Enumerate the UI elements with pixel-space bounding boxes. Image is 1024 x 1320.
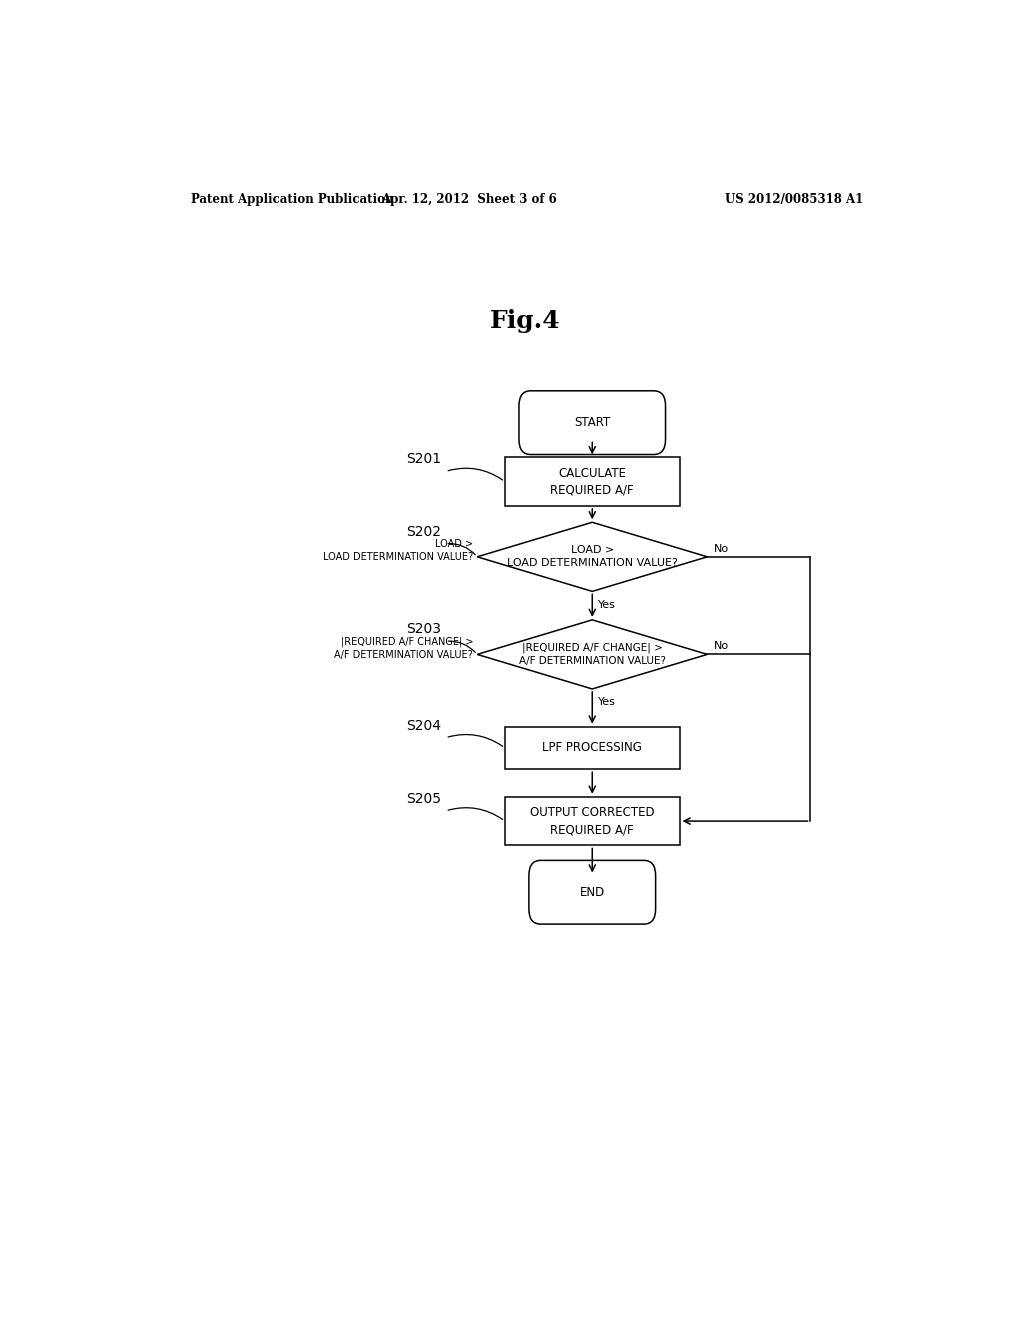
Text: S201: S201 — [406, 453, 441, 466]
Text: No: No — [714, 642, 729, 651]
Text: Patent Application Publication: Patent Application Publication — [191, 193, 394, 206]
Text: OUTPUT CORRECTED
REQUIRED A/F: OUTPUT CORRECTED REQUIRED A/F — [530, 807, 654, 836]
Text: END: END — [580, 886, 605, 899]
Polygon shape — [477, 620, 708, 689]
Text: Apr. 12, 2012  Sheet 3 of 6: Apr. 12, 2012 Sheet 3 of 6 — [381, 193, 557, 206]
Text: S204: S204 — [406, 718, 440, 733]
Text: S202: S202 — [406, 524, 440, 539]
Text: LOAD >
LOAD DETERMINATION VALUE?: LOAD > LOAD DETERMINATION VALUE? — [507, 545, 678, 569]
Text: US 2012/0085318 A1: US 2012/0085318 A1 — [725, 193, 864, 206]
Polygon shape — [477, 523, 708, 591]
Text: Fig.4: Fig.4 — [489, 309, 560, 333]
Text: LOAD >
LOAD DETERMINATION VALUE?: LOAD > LOAD DETERMINATION VALUE? — [324, 539, 473, 562]
Text: CALCULATE
REQUIRED A/F: CALCULATE REQUIRED A/F — [551, 466, 634, 496]
Text: LPF PROCESSING: LPF PROCESSING — [543, 742, 642, 755]
Bar — [505, 726, 680, 770]
FancyBboxPatch shape — [528, 861, 655, 924]
Text: No: No — [714, 544, 729, 553]
Text: |REQUIRED A/F CHANGE| >
A/F DETERMINATION VALUE?: |REQUIRED A/F CHANGE| > A/F DETERMINATIO… — [335, 636, 473, 660]
Text: S205: S205 — [406, 792, 440, 805]
Bar — [505, 457, 680, 506]
Text: S203: S203 — [406, 622, 440, 636]
Bar — [505, 797, 680, 846]
FancyBboxPatch shape — [519, 391, 666, 454]
Text: |REQUIRED A/F CHANGE| >
A/F DETERMINATION VALUE?: |REQUIRED A/F CHANGE| > A/F DETERMINATIO… — [519, 643, 666, 667]
Text: Yes: Yes — [598, 697, 615, 708]
Text: START: START — [574, 416, 610, 429]
Text: Yes: Yes — [598, 599, 615, 610]
